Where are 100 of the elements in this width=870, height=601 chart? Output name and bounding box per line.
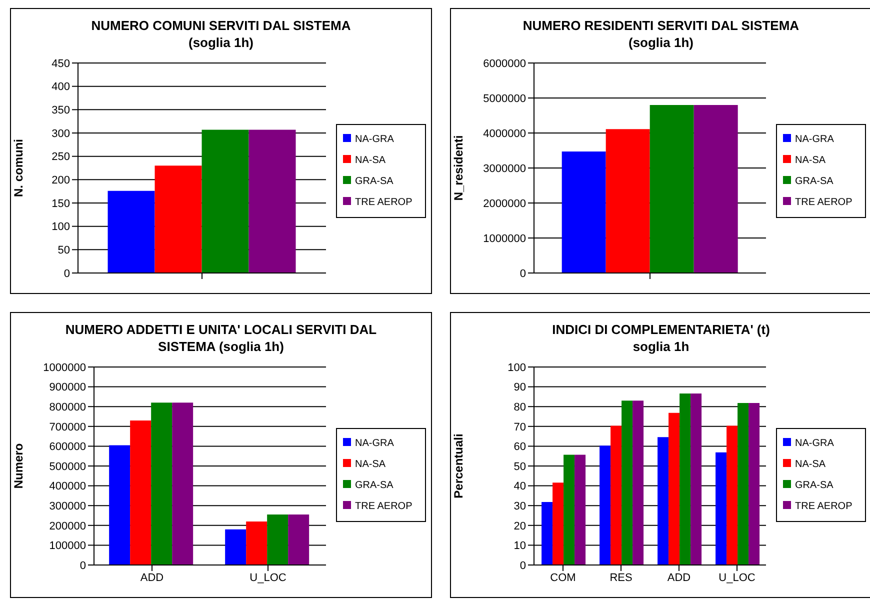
y-tick-label: 40 (514, 480, 526, 493)
bar (668, 412, 680, 565)
y-tick-label: 1000000 (43, 362, 86, 374)
y-tick-label: 20 (514, 520, 526, 532)
bar (716, 452, 727, 565)
bar (658, 437, 669, 565)
y-tick-label: 500000 (49, 460, 86, 473)
bar (108, 190, 155, 273)
legend-label: NA-GRA (795, 134, 834, 145)
legend-label: NA-SA (795, 155, 826, 166)
legend-label: TRE AEROP (795, 197, 852, 208)
y-tick-label: 200 (52, 174, 70, 187)
y-tick-label: 70 (514, 421, 526, 434)
y-tick-label: 200000 (49, 520, 86, 532)
bar (130, 420, 152, 565)
y-tick-label: 400 (52, 81, 70, 94)
y-tick-label: 50 (514, 460, 526, 473)
y-tick-label: 100 (508, 362, 526, 374)
legend-label: GRA-SA (795, 176, 834, 187)
y-tick-label: 3000000 (483, 162, 526, 175)
bar (542, 502, 553, 565)
bar (622, 400, 633, 565)
x-tick-label: U_LOC (718, 572, 756, 584)
y-axis-title: Percentuali (451, 434, 466, 498)
bar (606, 129, 650, 273)
chart-title: NUMERO ADDETTI E UNITA' LOCALI SERVITI DAL SISTEMA (soglia 1h) (64, 321, 378, 355)
y-tick-label: 1000000 (483, 232, 526, 245)
legend-label: NA-SA (795, 459, 826, 470)
y-tick-label: 250 (52, 151, 70, 164)
legend-label: NA-GRA (355, 134, 394, 145)
legend-label: NA-SA (355, 459, 386, 470)
bar (694, 105, 738, 273)
legend-label: GRA-SA (355, 176, 394, 187)
y-tick-label: 30 (514, 500, 526, 513)
bar (690, 394, 702, 565)
y-tick-label: 100 (52, 221, 70, 234)
legend-label: GRA-SA (355, 480, 394, 491)
bar (748, 403, 760, 565)
y-tick-label: 600000 (49, 441, 86, 454)
bar (154, 166, 202, 273)
y-tick-label: 2000000 (483, 198, 526, 210)
y-tick-label: 6000000 (483, 58, 526, 70)
bar (562, 152, 606, 273)
chart-title: NUMERO COMUNI SERVITI DAL SISTEMA (90, 17, 352, 34)
y-tick-label: 90 (514, 382, 526, 394)
bar (650, 105, 694, 273)
y-tick-label: 80 (514, 402, 526, 414)
x-tick-label: COM (550, 572, 576, 584)
bar (172, 402, 194, 565)
bar (225, 529, 246, 565)
chart-subtitle: (soglia 1h) (187, 34, 254, 51)
y-tick-label: 450 (52, 58, 70, 70)
y-tick-label: 50 (58, 244, 70, 257)
bar (267, 514, 288, 565)
y-tick-label: 900000 (49, 382, 86, 394)
y-tick-label: 100000 (49, 540, 86, 552)
y-axis-title: N_residenti (451, 135, 466, 201)
y-tick-label: 0 (64, 268, 70, 280)
chart-subtitle: (soglia 1h) (627, 34, 694, 51)
legend-label: NA-GRA (355, 438, 394, 449)
y-tick-label: 4000000 (483, 128, 526, 140)
bar (632, 400, 644, 565)
y-tick-label: 800000 (49, 402, 86, 414)
legend-label: GRA-SA (795, 480, 834, 491)
bar (202, 130, 249, 273)
x-tick-label: U_LOC (250, 572, 286, 584)
bar (610, 426, 622, 565)
bar (574, 454, 586, 565)
x-tick-label: ADD (667, 572, 691, 584)
x-tick-label: ADD (140, 572, 164, 584)
chart-title: NUMERO RESIDENTI SERVITI DAL SISTEMA (522, 17, 800, 34)
bar (288, 514, 310, 565)
bar (726, 426, 738, 565)
y-tick-label: 700000 (49, 421, 86, 434)
bar (738, 403, 749, 565)
y-tick-label: 0 (520, 268, 526, 280)
bar (600, 446, 611, 565)
y-tick-label: 150 (52, 198, 70, 210)
y-tick-label: 0 (520, 560, 526, 572)
bar (246, 521, 268, 565)
bar (151, 402, 172, 565)
y-axis-title: N. comuni (11, 138, 26, 198)
y-tick-label: 300 (52, 128, 70, 140)
y-tick-label: 300000 (49, 500, 86, 513)
y-tick-label: 0 (80, 560, 86, 572)
bar (109, 445, 130, 565)
bar (564, 454, 575, 565)
bar (248, 130, 296, 273)
legend-label: TRE AEROP (795, 501, 852, 512)
y-tick-label: 10 (514, 540, 526, 552)
legend-label: NA-SA (355, 155, 386, 166)
y-axis-title: Numero (11, 443, 26, 489)
y-tick-label: 350 (52, 104, 70, 117)
y-tick-label: 60 (514, 441, 526, 454)
chart-subtitle: soglia 1h (632, 338, 690, 355)
legend-label: TRE AEROP (355, 197, 412, 208)
legend-label: TRE AEROP (355, 501, 412, 512)
y-tick-label: 400000 (49, 480, 86, 493)
y-tick-label: 5000000 (483, 92, 526, 105)
x-tick-label: RES (610, 572, 632, 584)
